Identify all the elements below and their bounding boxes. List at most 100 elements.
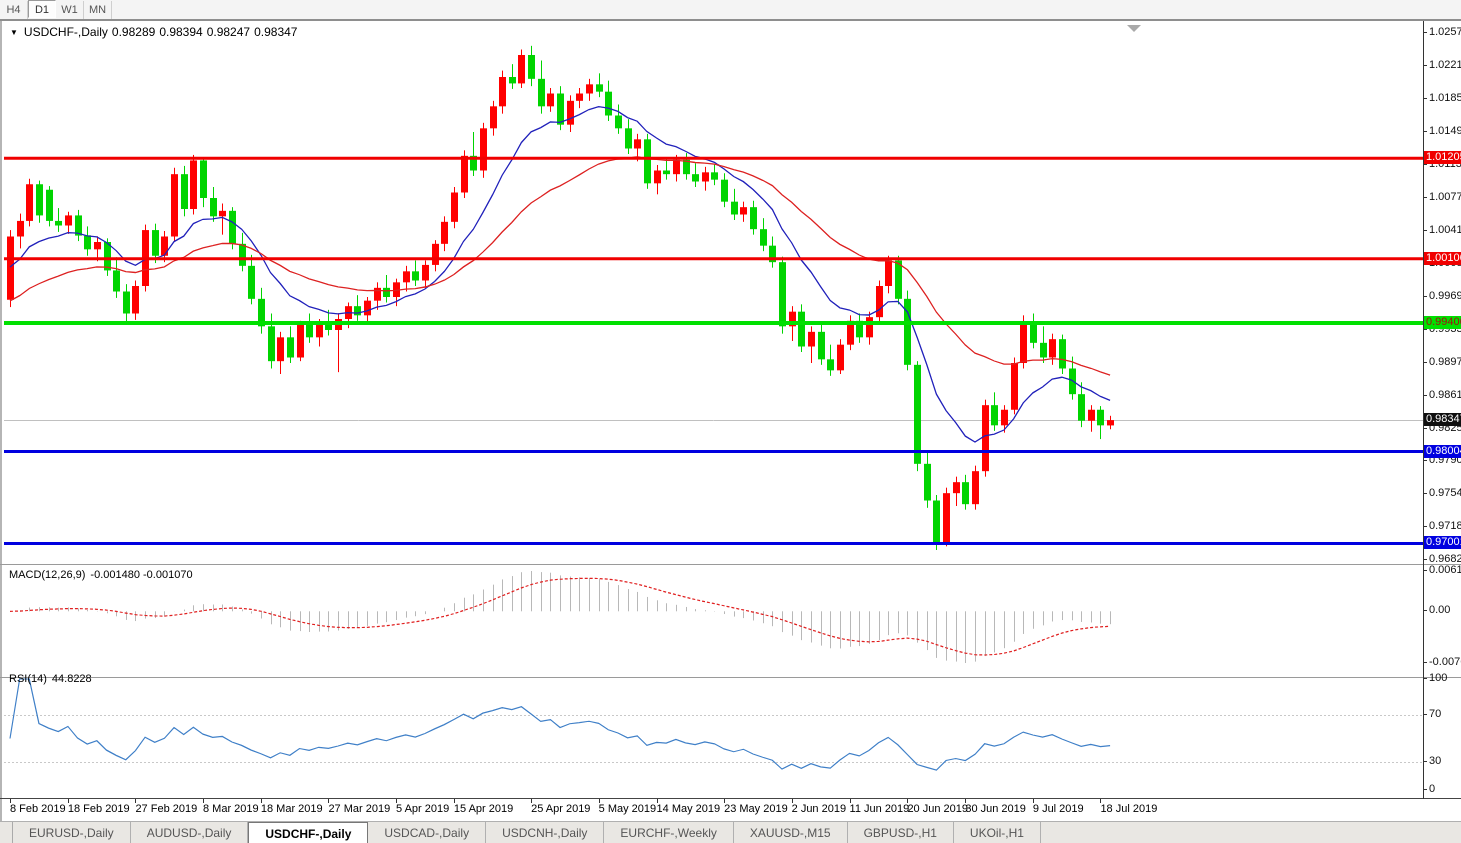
date-label: 11 Jun 2019 (849, 803, 910, 815)
tab-ukoil[interactable]: UKOil-,H1 (954, 822, 1041, 843)
date-tick (598, 799, 600, 803)
date-tick (67, 799, 69, 803)
price-tick-label: 1.01850 (1423, 92, 1461, 104)
macd-name: MACD(12,26,9) (9, 569, 86, 581)
price-tick-label: 1.00770 (1423, 191, 1461, 203)
price-level-badge: 1.01205 (1424, 151, 1461, 165)
rsi-label: RSI(14) 44.8228 (9, 673, 97, 685)
date-label: 27 Mar 2019 (328, 803, 391, 815)
date-label: 9 Jul 2019 (1032, 803, 1084, 815)
date-tick (10, 799, 11, 803)
macd-values: -0.001480 -0.001070 (90, 569, 193, 581)
price-tick-label: 0.96820 (1423, 553, 1461, 565)
date-tick (965, 799, 967, 803)
price-level-badge: 0.98347 (1424, 413, 1461, 427)
price-level-badge: 0.97001 (1424, 536, 1461, 550)
timeframe-button-d1[interactable]: D1 (28, 0, 56, 18)
date-tick (907, 799, 909, 803)
timeframe-button-w1[interactable]: W1 (56, 1, 84, 19)
price-tick-label: 1.02210 (1423, 59, 1461, 71)
macd-label: MACD(12,26,9) -0.001480 -0.001070 (9, 569, 198, 581)
rsi-name: RSI(14) (9, 673, 47, 685)
main-price-chart[interactable] (4, 21, 1423, 564)
macd-pane-splitter[interactable] (0, 564, 1461, 565)
date-tick (453, 799, 455, 803)
date-label: 15 Apr 2019 (453, 803, 514, 815)
tab-xauusd[interactable]: XAUUSD-,M15 (734, 822, 848, 843)
tab-eurchf[interactable]: EURCHF-,Weekly (604, 822, 734, 843)
date-label: 25 Apr 2019 (531, 803, 591, 815)
date-tick (328, 799, 330, 803)
date-label: 27 Feb 2019 (135, 803, 198, 815)
tab-bar-stub (0, 822, 13, 843)
date-tick (656, 799, 658, 803)
chart-tab-bar: EURUSD-,Daily AUDUSD-,Daily USDCHF-,Daily U… (0, 821, 1461, 843)
date-tick (203, 799, 204, 803)
date-label: 18 Mar 2019 (260, 803, 323, 815)
price-level-badge: 1.00106 (1424, 251, 1461, 265)
chart-title: ▼ USDCHF-,Daily 0.98289 0.98394 0.98247 0.983… (10, 25, 301, 39)
date-tick (260, 799, 262, 803)
macd-tick-label: 0.00613 (1423, 564, 1461, 576)
date-label: 8 Mar 2019 (203, 803, 259, 815)
date-tick (724, 799, 726, 803)
rsi-tick-label: 70 (1423, 708, 1441, 720)
tab-usdcnh[interactable]: USDCNH-,Daily (486, 822, 605, 843)
date-label: 8 Feb 2019 (10, 803, 66, 815)
date-label: 30 Jun 2019 (965, 803, 1026, 815)
price-level-badge: 0.98004 (1424, 444, 1461, 458)
date-label: 20 Jun 2019 (907, 803, 968, 815)
rsi-pane-splitter[interactable] (0, 677, 1461, 678)
rsi-tick-label: 0 (1423, 783, 1435, 795)
timeframe-button-mn[interactable]: MN (84, 1, 112, 19)
rsi-tick-label: 100 (1423, 672, 1447, 684)
price-level-badge: 0.99406 (1424, 316, 1461, 330)
price-axis-line (1423, 21, 1424, 799)
symbol-period-label: USDCHF-,Daily (23, 25, 108, 39)
tab-usdcad[interactable]: USDCAD-,Daily (368, 822, 487, 843)
close-value: 0.98347 (254, 25, 298, 39)
date-tick (1100, 799, 1102, 803)
timeframe-toolbar: H4 D1 W1 MN (0, 0, 1461, 20)
date-label: 23 May 2019 (724, 803, 788, 815)
chart-shift-marker-icon[interactable] (1127, 25, 1141, 32)
macd-indicator-chart[interactable] (4, 565, 1423, 677)
macd-tick-label: 0.00 (1423, 604, 1450, 616)
tab-audusd[interactable]: AUDUSD-,Daily (131, 822, 249, 843)
date-tick (531, 799, 533, 803)
rsi-tick-label: 30 (1423, 755, 1441, 767)
date-label: 5 Apr 2019 (396, 803, 450, 815)
date-tick (791, 799, 793, 803)
tab-usdchf[interactable]: USDCHF-,Daily (248, 822, 369, 843)
date-label: 18 Feb 2019 (67, 803, 130, 815)
date-label: 18 Jul 2019 (1100, 803, 1158, 815)
low-value: 0.98247 (206, 25, 251, 39)
date-axis-border (0, 798, 1461, 799)
date-tick (1032, 799, 1034, 803)
price-tick-label: 1.02570 (1423, 26, 1461, 38)
rsi-value: 44.8228 (51, 673, 92, 685)
tab-gbpusd[interactable]: GBPUSD-,H1 (848, 822, 954, 843)
symbol-dropdown-icon[interactable]: ▼ (10, 28, 18, 37)
timeframe-button-h4[interactable]: H4 (0, 1, 28, 19)
frame-top-border (0, 20, 1461, 21)
date-tick (849, 799, 851, 803)
date-tick (396, 799, 397, 803)
date-label: 14 May 2019 (656, 803, 721, 815)
rsi-indicator-chart[interactable] (4, 678, 1423, 798)
open-value: 0.98289 (111, 25, 156, 39)
macd-tick-label: -0.00761 (1423, 656, 1461, 668)
date-label: 2 Jun 2019 (791, 803, 847, 815)
price-tick-label: 1.01490 (1423, 125, 1461, 137)
date-label: 5 May 2019 (598, 803, 657, 815)
high-value: 0.98394 (159, 25, 203, 39)
tab-eurusd[interactable]: EURUSD-,Daily (13, 822, 131, 843)
date-tick (135, 799, 137, 803)
